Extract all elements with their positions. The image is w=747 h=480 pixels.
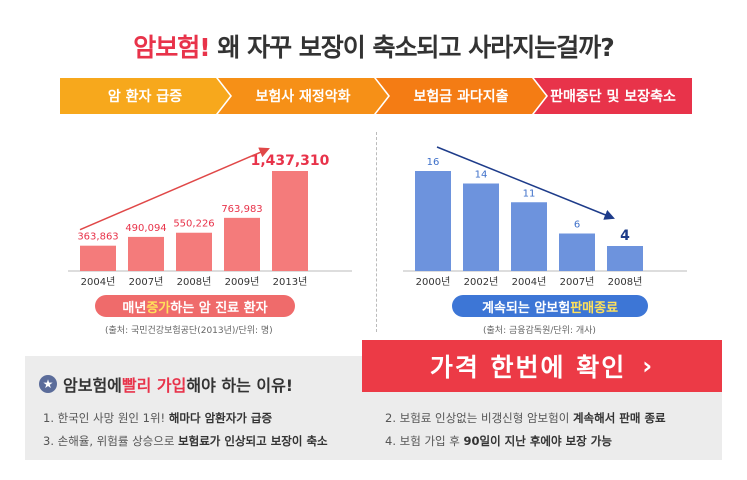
- reason-1: 1. 한국인 사망 원인 1위! 해마다 암환자가 급증: [43, 411, 273, 425]
- left-chart-bar: [272, 171, 308, 271]
- right-chart-bar: [607, 246, 643, 271]
- right-chart-value-label: 11: [523, 188, 536, 199]
- flow-step-1: 암 환자 급증: [60, 78, 230, 114]
- left-chart-bar: [128, 236, 164, 271]
- right-chart-category-label: 2007년: [560, 276, 595, 288]
- left-chart-category-label: 2008년: [177, 276, 212, 288]
- left-chart-category-label: 2013년: [273, 276, 308, 288]
- left-chart-category-label: 2004년: [81, 276, 116, 288]
- left-chart-bar: [224, 217, 260, 271]
- flow-step-4: 판매중단 및 보장축소: [534, 78, 692, 114]
- left-chart-category-label: 2007년: [129, 276, 164, 288]
- star-icon: ★: [39, 375, 57, 393]
- right-chart-caption: 계속되는 암보험 판매종료: [452, 295, 648, 317]
- left-chart-value-label: 763,983: [221, 204, 262, 215]
- left-chart-value-label: 550,226: [173, 219, 214, 230]
- right-chart-category-label: 2004년: [512, 276, 547, 288]
- left-chart-bar: [176, 232, 212, 271]
- right-chart-value-label: 6: [574, 220, 580, 231]
- cancer-patients-chart: 363,863 2004년 490,094 2007년 550,226 2008년 763,…: [68, 147, 352, 288]
- right-chart-bar: [415, 171, 451, 271]
- right-chart-bar: [559, 233, 595, 271]
- right-chart-category-label: 2002년: [464, 276, 499, 288]
- insurance-discontinued-chart: 16 2000년 14 2002년 11 2004년 6 2007년 4 2008년: [403, 146, 687, 288]
- left-chart-bar: [80, 245, 116, 271]
- right-chart-bar: [511, 202, 547, 271]
- reasons-title: ★ 암보험에 빨리 가입 해야 하는 이유!: [39, 372, 293, 396]
- right-chart-source: (출처: 금융감독원/단위: 개사): [483, 326, 596, 336]
- left-chart-trend-arrow: [79, 147, 270, 231]
- check-price-label: 가격 한번에 확인: [429, 353, 627, 382]
- left-chart-caption: 매년 증가 하는 암 진료 환자: [95, 295, 295, 317]
- flow-step-2: 보험사 재정악화: [218, 78, 388, 114]
- chart-divider: [376, 132, 377, 332]
- left-chart-value-label: 490,094: [125, 223, 166, 234]
- left-chart-value-label: 363,863: [77, 232, 118, 243]
- title-highlight: 암보험!: [133, 33, 210, 62]
- chevron-right-icon: ›: [642, 352, 655, 380]
- left-chart-source: (출처: 국민건강보험공단(2013년)/단위: 명): [105, 326, 273, 336]
- right-chart-value-label: 4: [620, 228, 630, 244]
- cause-flow: 암 환자 급증 보험사 재정악화 보험금 과다지출 판매중단 및 보장축소: [60, 78, 692, 114]
- reason-3: 3. 손해율, 위험률 상승으로 보험료가 인상되고 보장이 축소: [43, 434, 328, 448]
- left-chart-category-label: 2009년: [225, 276, 260, 288]
- right-chart-category-label: 2008년: [608, 276, 643, 288]
- left-chart-value-label: 1,437,310: [251, 153, 330, 169]
- title-rest: 왜 자꾸 보장이 축소되고 사라지는걸까?: [217, 33, 614, 62]
- right-chart-trend-arrow: [436, 146, 615, 220]
- check-price-button[interactable]: 가격 한번에 확인 ›: [362, 340, 722, 392]
- flow-step-3: 보험금 과다지출: [376, 78, 546, 114]
- right-chart-value-label: 16: [427, 157, 440, 168]
- right-chart-bar: [463, 183, 499, 271]
- page-title: 암보험! 왜 자꾸 보장이 축소되고 사라지는걸까?: [0, 28, 747, 64]
- right-chart-category-label: 2000년: [416, 276, 451, 288]
- reason-4: 4. 보험 가입 후 90일이 지난 후에야 보장 가능: [385, 434, 612, 448]
- right-chart-value-label: 14: [475, 170, 488, 181]
- reason-2: 2. 보험료 인상없는 비갱신형 암보험이 계속해서 판매 종료: [385, 411, 666, 425]
